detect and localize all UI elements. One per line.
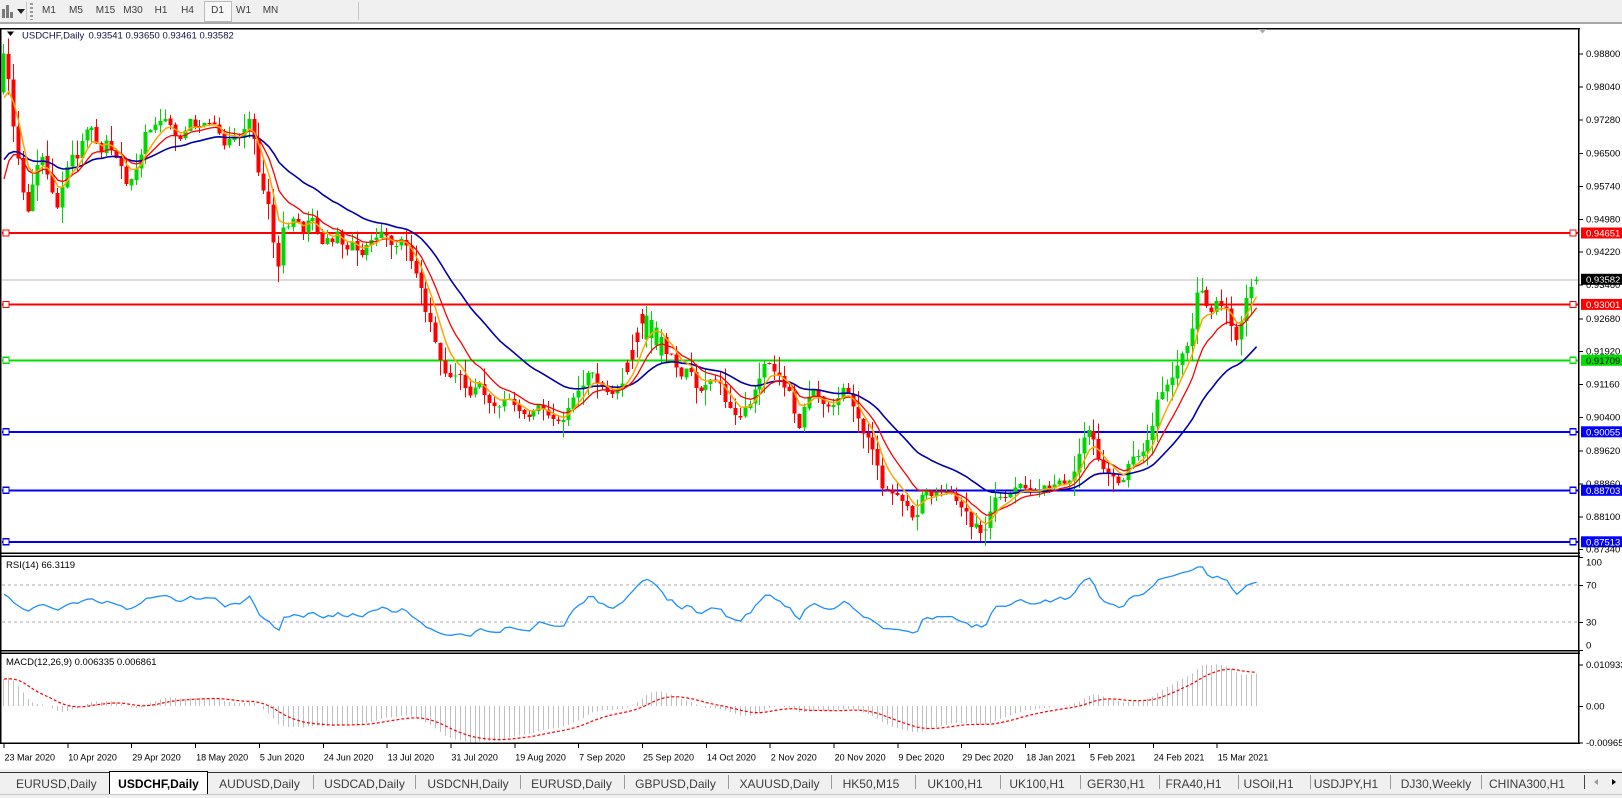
svg-text:0: 0 xyxy=(1586,641,1591,652)
svg-text:30: 30 xyxy=(1586,618,1597,629)
svg-text:0.87340: 0.87340 xyxy=(1586,545,1620,556)
svg-text:0.92680: 0.92680 xyxy=(1586,314,1620,325)
svg-text:0.88860: 0.88860 xyxy=(1586,479,1620,490)
svg-text:RSI(14) 66.3119: RSI(14) 66.3119 xyxy=(6,560,75,571)
svg-text:0.98800: 0.98800 xyxy=(1586,49,1620,60)
svg-text:29 Apr 2020: 29 Apr 2020 xyxy=(132,753,181,763)
svg-text:15 Mar 2021: 15 Mar 2021 xyxy=(1218,753,1269,763)
svg-text:2 Nov 2020: 2 Nov 2020 xyxy=(771,753,817,763)
svg-text:0.93001: 0.93001 xyxy=(1586,300,1620,311)
svg-text:0.88100: 0.88100 xyxy=(1586,512,1620,523)
svg-text:0.93541 0.93650 0.93461 0.9358: 0.93541 0.93650 0.93461 0.93582 xyxy=(89,31,234,42)
svg-text:0.94980: 0.94980 xyxy=(1586,214,1620,225)
svg-text:19 Aug 2020: 19 Aug 2020 xyxy=(515,753,566,763)
svg-text:0.010933: 0.010933 xyxy=(1586,660,1622,671)
svg-text:25 Sep 2020: 25 Sep 2020 xyxy=(643,753,694,763)
svg-text:31 Jul 2020: 31 Jul 2020 xyxy=(451,753,498,763)
svg-text:USDCHF,Daily: USDCHF,Daily xyxy=(22,31,85,42)
svg-text:0.98040: 0.98040 xyxy=(1586,82,1620,93)
svg-text:-0.009653: -0.009653 xyxy=(1586,738,1622,749)
svg-text:24 Feb 2021: 24 Feb 2021 xyxy=(1154,753,1205,763)
svg-text:70: 70 xyxy=(1586,581,1597,592)
svg-text:100: 100 xyxy=(1586,557,1602,568)
svg-text:0.94220: 0.94220 xyxy=(1586,247,1620,258)
svg-text:0.93460: 0.93460 xyxy=(1586,280,1620,291)
svg-text:0.96500: 0.96500 xyxy=(1586,149,1620,160)
svg-text:18 May 2020: 18 May 2020 xyxy=(196,753,248,763)
svg-text:20 Nov 2020: 20 Nov 2020 xyxy=(835,753,886,763)
svg-text:14 Oct 2020: 14 Oct 2020 xyxy=(707,753,756,763)
svg-text:13 Jul 2020: 13 Jul 2020 xyxy=(388,753,435,763)
svg-text:5 Feb 2021: 5 Feb 2021 xyxy=(1090,753,1136,763)
svg-text:9 Dec 2020: 9 Dec 2020 xyxy=(898,753,944,763)
svg-text:29 Dec 2020: 29 Dec 2020 xyxy=(962,753,1013,763)
svg-text:0.94651: 0.94651 xyxy=(1586,229,1620,240)
svg-text:10 Apr 2020: 10 Apr 2020 xyxy=(68,753,117,763)
svg-text:0.90400: 0.90400 xyxy=(1586,412,1620,423)
svg-text:0.93582: 0.93582 xyxy=(1586,275,1620,286)
svg-text:0.91709: 0.91709 xyxy=(1586,356,1620,367)
svg-text:0.88703: 0.88703 xyxy=(1586,486,1620,497)
svg-text:0.95740: 0.95740 xyxy=(1586,181,1620,192)
svg-text:0.91160: 0.91160 xyxy=(1586,380,1620,391)
svg-text:23 Mar 2020: 23 Mar 2020 xyxy=(5,753,56,763)
svg-text:18 Jan 2021: 18 Jan 2021 xyxy=(1026,753,1076,763)
svg-text:0.00: 0.00 xyxy=(1586,702,1605,713)
svg-text:0.97280: 0.97280 xyxy=(1586,115,1620,126)
svg-text:5 Jun 2020: 5 Jun 2020 xyxy=(260,753,305,763)
svg-text:7 Sep 2020: 7 Sep 2020 xyxy=(579,753,625,763)
svg-text:0.91920: 0.91920 xyxy=(1586,347,1620,358)
svg-text:0.87513: 0.87513 xyxy=(1586,537,1620,548)
svg-text:0.90055: 0.90055 xyxy=(1586,427,1620,438)
svg-text:0.89620: 0.89620 xyxy=(1586,446,1620,457)
svg-text:MACD(12,26,9) 0.006335 0.00686: MACD(12,26,9) 0.006335 0.006861 xyxy=(6,657,157,668)
svg-text:24 Jun 2020: 24 Jun 2020 xyxy=(324,753,374,763)
